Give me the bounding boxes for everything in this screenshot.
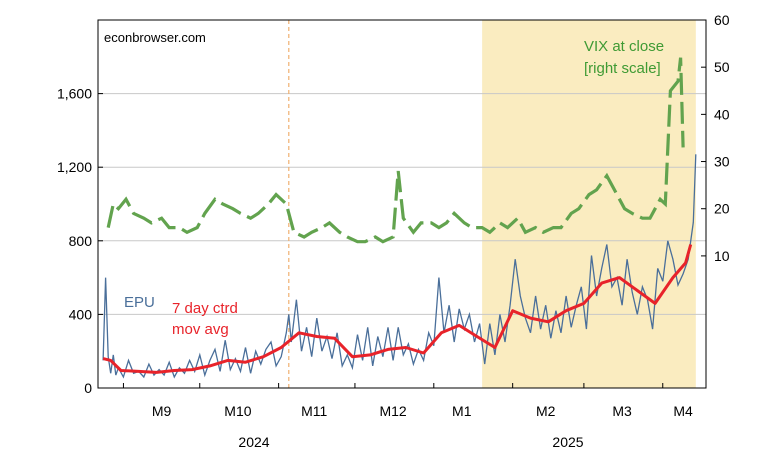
x-year-label-0: 2024 — [238, 434, 269, 450]
x-axis: M9 M10 M11 M12 M1 M2 M3 M4 2024 2025 — [122, 383, 693, 450]
x-month-label-7: M4 — [673, 403, 693, 419]
left-tick-label-2: 800 — [69, 233, 93, 249]
ma-label-line2: mov avg — [172, 321, 229, 338]
left-tick-label-0: 0 — [84, 380, 92, 396]
epu-label: EPU — [124, 294, 155, 311]
left-tick-label-3: 1,200 — [57, 159, 92, 175]
right-tick-label-3: 40 — [714, 106, 730, 122]
moving-average-series-line — [102, 244, 693, 374]
x-year-label-1: 2025 — [552, 434, 583, 450]
right-tick-label-0: 10 — [714, 248, 730, 264]
vix-label-line2: [right scale] — [584, 60, 661, 77]
x-month-label-6: M3 — [612, 403, 632, 419]
watermark: econbrowser.com — [104, 30, 206, 45]
x-month-label-5: M2 — [536, 403, 556, 419]
left-tick-label-4: 1,600 — [57, 86, 92, 102]
right-tick-label-4: 50 — [714, 59, 730, 75]
x-month-label-2: M11 — [301, 403, 327, 419]
x-month-label-3: M12 — [379, 403, 406, 419]
gridlines — [98, 93, 706, 315]
x-month-label-4: M1 — [452, 403, 472, 419]
left-axis: 0 400 800 1,200 1,600 — [57, 86, 103, 396]
vix-label-line1: VIX at close — [584, 38, 664, 55]
plot-frame — [97, 19, 707, 389]
left-tick-label-1: 400 — [69, 306, 93, 322]
right-tick-label-2: 30 — [714, 154, 730, 170]
right-tick-label-5: 60 — [714, 12, 730, 28]
right-tick-label-1: 20 — [714, 201, 730, 217]
ma-label-line1: 7 day ctrd — [172, 300, 238, 317]
shaded-period — [482, 20, 696, 388]
x-month-label-1: M10 — [224, 403, 251, 419]
right-axis: 10 20 30 40 50 60 — [701, 12, 730, 264]
x-month-label-0: M9 — [152, 403, 172, 419]
